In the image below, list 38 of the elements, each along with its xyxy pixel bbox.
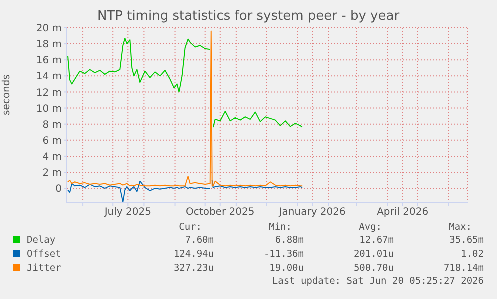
text: 327.23u bbox=[172, 262, 214, 276]
text: 35.65m bbox=[448, 234, 484, 248]
y-tick-label: 8 m bbox=[42, 120, 62, 131]
y-tick-label: 6 m bbox=[42, 136, 62, 147]
chart-title: NTP timing statistics for system peer - by year bbox=[96, 9, 401, 24]
y-tick-label: 12 m bbox=[36, 88, 62, 99]
text: 12.67m bbox=[358, 234, 394, 248]
text: 1.02 bbox=[460, 248, 484, 262]
line-series bbox=[68, 30, 304, 187]
text: Cur: bbox=[178, 222, 203, 234]
text: 500.70u bbox=[352, 262, 394, 276]
x-tick-label: January 2026 bbox=[278, 207, 346, 218]
y-tick-label: 18 m bbox=[36, 40, 62, 51]
text: Avg: bbox=[358, 222, 383, 234]
text: Max: bbox=[448, 222, 473, 234]
text: 718.14m bbox=[442, 262, 484, 276]
x-tick-label: July 2025 bbox=[104, 207, 152, 218]
y-tick-label: 4 m bbox=[42, 152, 62, 163]
y-tick-label: 2 m bbox=[42, 168, 62, 180]
text: Min: bbox=[268, 222, 293, 234]
legend-label: Delay bbox=[26, 234, 57, 248]
text: 7.60m bbox=[184, 234, 214, 248]
y-tick-label: 14 m bbox=[36, 72, 62, 83]
text: 19.00u bbox=[268, 262, 304, 276]
text: 201.01u bbox=[352, 248, 394, 262]
x-tick-label: April 2026 bbox=[377, 207, 429, 218]
y-axis-title: seconds bbox=[2, 74, 13, 116]
text: Last update: Sat Jun 20 05:25:27 2026 bbox=[271, 276, 484, 288]
legend-label: Offset bbox=[26, 248, 62, 262]
y-tick-label: 20 m bbox=[36, 24, 62, 35]
legend-label: Jitter bbox=[26, 262, 62, 276]
x-tick-label: October 2025 bbox=[186, 207, 255, 218]
text: -11.36m bbox=[262, 248, 304, 262]
y-tick-label: 0 bbox=[56, 184, 62, 196]
text: 6.88m bbox=[274, 234, 304, 248]
y-tick-label: 16 m bbox=[36, 56, 62, 67]
text: 124.94u bbox=[172, 248, 214, 262]
y-tick-label: 10 m bbox=[36, 104, 62, 115]
